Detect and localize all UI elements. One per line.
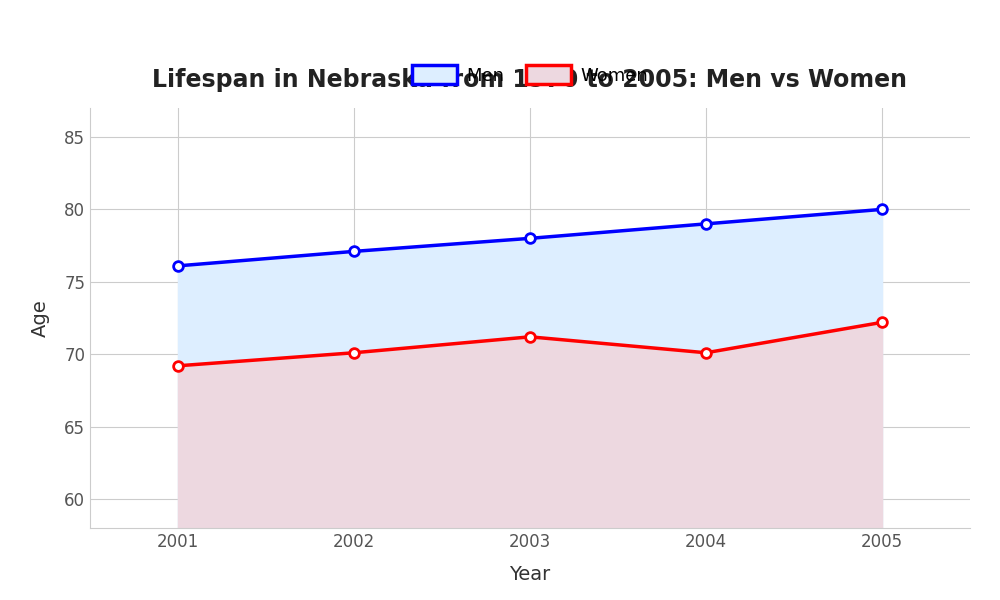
- Legend: Men, Women: Men, Women: [405, 58, 655, 92]
- X-axis label: Year: Year: [509, 565, 551, 584]
- Title: Lifespan in Nebraska from 1970 to 2005: Men vs Women: Lifespan in Nebraska from 1970 to 2005: …: [152, 68, 908, 92]
- Y-axis label: Age: Age: [31, 299, 50, 337]
